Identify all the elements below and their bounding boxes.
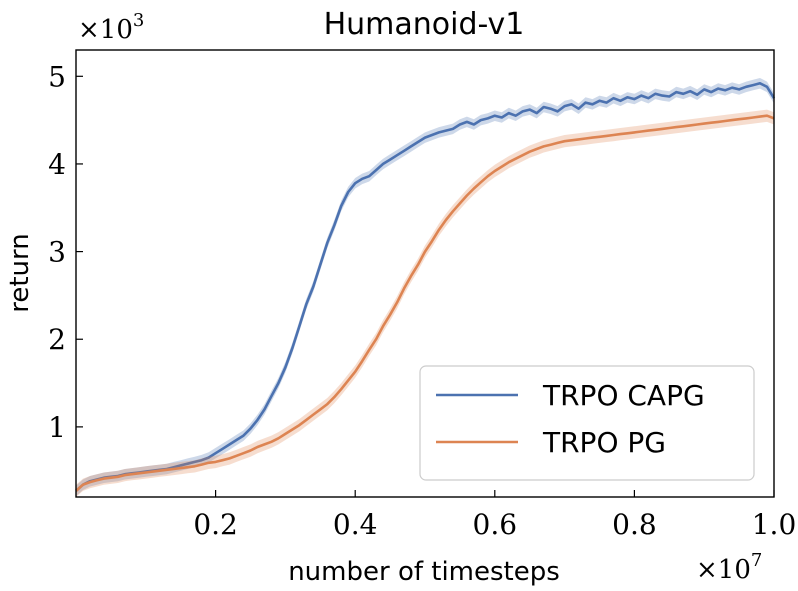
y-axis-label: return <box>5 233 35 313</box>
x-tick-label: 0.4 <box>333 508 378 541</box>
x-multiplier-base: ×10 <box>696 555 751 585</box>
y-multiplier: ×103 <box>78 10 144 45</box>
x-multiplier: ×107 <box>696 550 762 585</box>
x-axis-ticks: 0.2 0.4 0.6 0.8 1.0 <box>193 490 796 541</box>
chart-title: Humanoid-v1 <box>324 7 525 42</box>
legend-label-trpo-capg: TRPO CAPG <box>542 379 705 412</box>
y-tick-label: 5 <box>48 60 66 93</box>
plot-frame <box>75 49 775 498</box>
y-tick-label: 1 <box>48 411 66 444</box>
y-multiplier-exponent: 3 <box>133 10 144 31</box>
series-line-trpo-capg <box>75 82 776 492</box>
y-axis-ticks: 1 2 3 4 5 <box>48 60 83 444</box>
series-line-trpo-pg <box>75 114 775 492</box>
y-tick-label: 3 <box>48 236 66 269</box>
x-tick-label: 0.2 <box>193 508 238 541</box>
x-tick-label: 1.0 <box>752 508 797 541</box>
y-multiplier-base: ×10 <box>78 15 133 45</box>
x-tick-label: 0.8 <box>612 508 657 541</box>
svg-text:×103: ×103 <box>78 10 144 45</box>
x-tick-label: 0.6 <box>473 508 518 541</box>
legend-label-trpo-pg: TRPO PG <box>542 426 666 459</box>
x-multiplier-exponent: 7 <box>751 550 762 571</box>
plot-area <box>75 78 776 497</box>
x-axis-label: number of timesteps <box>288 557 560 587</box>
y-tick-label: 4 <box>48 148 66 181</box>
y-tick-label: 2 <box>48 323 66 356</box>
svg-text:×107: ×107 <box>696 550 762 585</box>
legend: TRPO CAPG TRPO PG <box>419 365 755 481</box>
